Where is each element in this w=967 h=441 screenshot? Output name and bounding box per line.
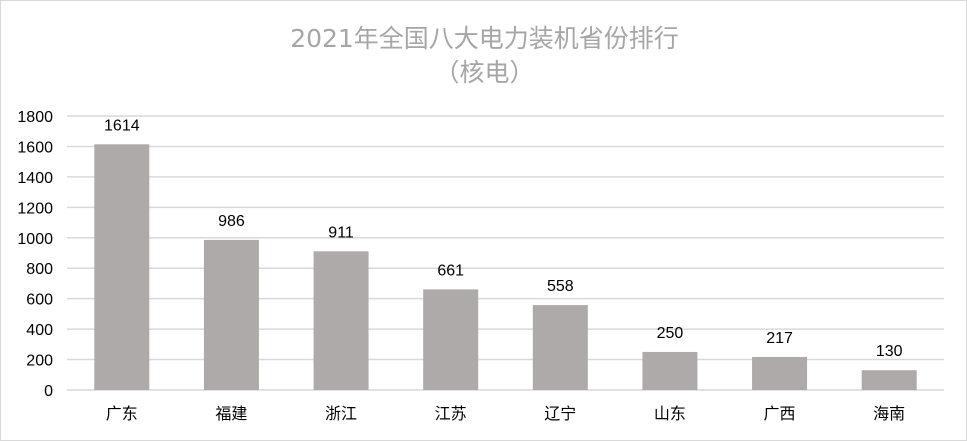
- y-tick-label: 0: [44, 383, 53, 400]
- y-tick-label: 800: [26, 261, 53, 278]
- bar: [203, 239, 259, 390]
- chart-title: 2021年全国八大电力装机省份排行: [290, 24, 679, 53]
- data-label: 130: [876, 343, 903, 360]
- chart-subtitle: （核电）: [434, 58, 535, 87]
- x-tick-label: 福建: [215, 405, 247, 423]
- y-tick-label: 400: [26, 322, 53, 339]
- y-tick-label: 1600: [17, 139, 53, 156]
- bar: [752, 356, 808, 390]
- bar: [642, 351, 698, 390]
- y-tick-label: 1400: [17, 170, 53, 187]
- data-label: 558: [547, 278, 574, 295]
- x-tick-label: 江苏: [435, 405, 467, 423]
- bar: [532, 305, 588, 390]
- data-label: 217: [766, 330, 793, 347]
- data-label: 986: [218, 213, 245, 230]
- x-tick-label: 广东: [106, 405, 138, 423]
- y-tick-label: 200: [26, 353, 53, 370]
- y-tick-label: 1800: [17, 109, 53, 126]
- x-tick-label: 辽宁: [544, 405, 576, 423]
- x-tick-label: 广西: [764, 405, 796, 423]
- data-label: 250: [657, 325, 684, 342]
- bar: [94, 144, 150, 390]
- bar: [313, 251, 369, 390]
- y-tick-label: 600: [26, 292, 53, 309]
- data-label: 911: [328, 224, 354, 241]
- y-tick-label: 1000: [17, 231, 53, 248]
- y-tick-label: 1200: [17, 200, 53, 217]
- data-label: 1614: [104, 117, 140, 134]
- x-tick-label: 山东: [654, 405, 686, 423]
- data-label: 661: [437, 262, 464, 279]
- x-tick-label: 海南: [873, 405, 905, 423]
- x-tick-label: 浙江: [325, 405, 357, 423]
- bar: [423, 289, 479, 390]
- bar: [861, 370, 917, 390]
